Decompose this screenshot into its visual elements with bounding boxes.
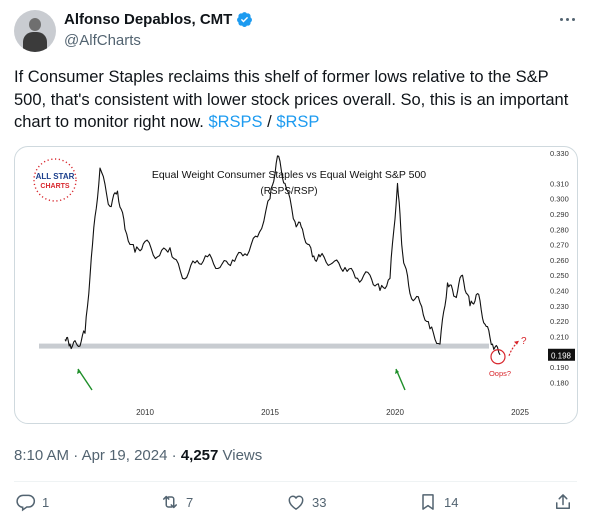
retweet-count: 7 [186, 494, 194, 510]
cashtag-rsp[interactable]: $RSP [276, 113, 320, 131]
verified-badge-icon [237, 12, 253, 27]
cashtag-rsps[interactable]: $RSPS [208, 113, 263, 131]
share-button[interactable] [553, 492, 573, 512]
support-shelf-band [39, 343, 489, 349]
y-tick-label: 0.270 [550, 241, 569, 250]
bookmark-icon [422, 494, 434, 510]
retweet-button[interactable]: 7 [160, 492, 193, 512]
tweet-meta: 8:10 AM · Apr 19, 2024 · 4,257 Views [14, 447, 262, 464]
ratio-chart: ALL STAR CHARTS Equal Weight Consumer St… [33, 149, 575, 417]
meta-separator: · [167, 447, 181, 464]
bookmark-button[interactable]: 14 [418, 492, 458, 512]
y-tick-label: 0.290 [550, 210, 569, 219]
action-bar: 1 7 33 14 [0, 492, 591, 518]
more-dot [565, 17, 569, 21]
y-tick-label: 0.180 [550, 378, 569, 387]
reply-count: 1 [42, 494, 50, 510]
more-options-icon[interactable] [557, 12, 577, 26]
like-button[interactable]: 33 [286, 492, 326, 512]
divider [14, 481, 577, 482]
y-tick-label: 0.260 [550, 256, 569, 265]
avatar-body [23, 32, 47, 52]
y-tick-label: 0.250 [550, 271, 569, 280]
share-icon [556, 494, 570, 509]
question-mark-annotation: ? [521, 336, 527, 347]
author-name[interactable]: Alfonso Depablos, CMT [64, 11, 233, 28]
author-name-row: Alfonso Depablos, CMT [64, 11, 253, 28]
reply-icon [16, 494, 36, 512]
tweet-body: If Consumer Staples reclaims this shelf … [14, 68, 569, 131]
tweet-date[interactable]: Apr 19, 2024 [81, 447, 168, 464]
x-tick-label: 2025 [511, 408, 529, 417]
logo-text-2: CHARTS [40, 183, 69, 190]
x-tick-label: 2010 [136, 408, 154, 417]
y-tick-label: 0.330 [550, 149, 569, 158]
avatar[interactable] [14, 10, 56, 52]
highlight-circle-icon [490, 349, 506, 365]
views-count: 4,257 [180, 447, 219, 464]
more-dot [571, 17, 575, 21]
y-tick-label: 0.210 [550, 332, 569, 341]
author-handle[interactable]: @AlfCharts [64, 32, 141, 49]
y-tick-label: 0.240 [550, 287, 569, 296]
green-arrow-icon [77, 368, 93, 391]
cashtag-separator: / [262, 113, 277, 131]
bookmark-count: 14 [444, 494, 459, 510]
tweet-time[interactable]: 8:10 AM [14, 447, 70, 464]
avatar-head [29, 18, 41, 31]
x-tick-label: 2020 [386, 408, 404, 417]
y-tick-label: 0.230 [550, 302, 569, 311]
views-label: Views [218, 447, 263, 464]
logo-text-1: ALL STAR [36, 172, 75, 181]
chart-image[interactable]: ALL STAR CHARTS Equal Weight Consumer St… [14, 146, 578, 424]
tweet-text: If Consumer Staples reclaims this shelf … [14, 66, 574, 134]
y-tick-label: 0.300 [550, 195, 569, 204]
retweet-icon [163, 495, 177, 509]
meta-separator: · [69, 447, 82, 464]
green-arrowhead-icon [77, 369, 81, 374]
y-tick-label: 0.310 [550, 179, 569, 188]
ratio-series-line [64, 155, 501, 356]
last-value-box [548, 348, 575, 361]
all-star-charts-logo: ALL STAR CHARTS [33, 158, 77, 202]
oops-annotation: Oops? [489, 369, 511, 378]
last-value-label: 0.198 [551, 351, 572, 360]
x-tick-label: 2015 [261, 408, 279, 417]
y-tick-label: 0.280 [550, 225, 569, 234]
like-count: 33 [312, 494, 327, 510]
y-tick-label: 0.190 [550, 363, 569, 372]
red-arrowhead-icon [514, 340, 519, 345]
heart-icon [288, 495, 304, 510]
red-arrow-icon [508, 342, 518, 356]
green-arrowhead-icon [395, 369, 399, 374]
chart-title: Equal Weight Consumer Staples vs Equal W… [152, 169, 426, 181]
y-tick-label: 0.220 [550, 317, 569, 326]
more-dot [559, 17, 563, 21]
reply-button[interactable]: 1 [16, 492, 49, 512]
chart-subtitle: (RSPS/RSP) [260, 186, 317, 197]
